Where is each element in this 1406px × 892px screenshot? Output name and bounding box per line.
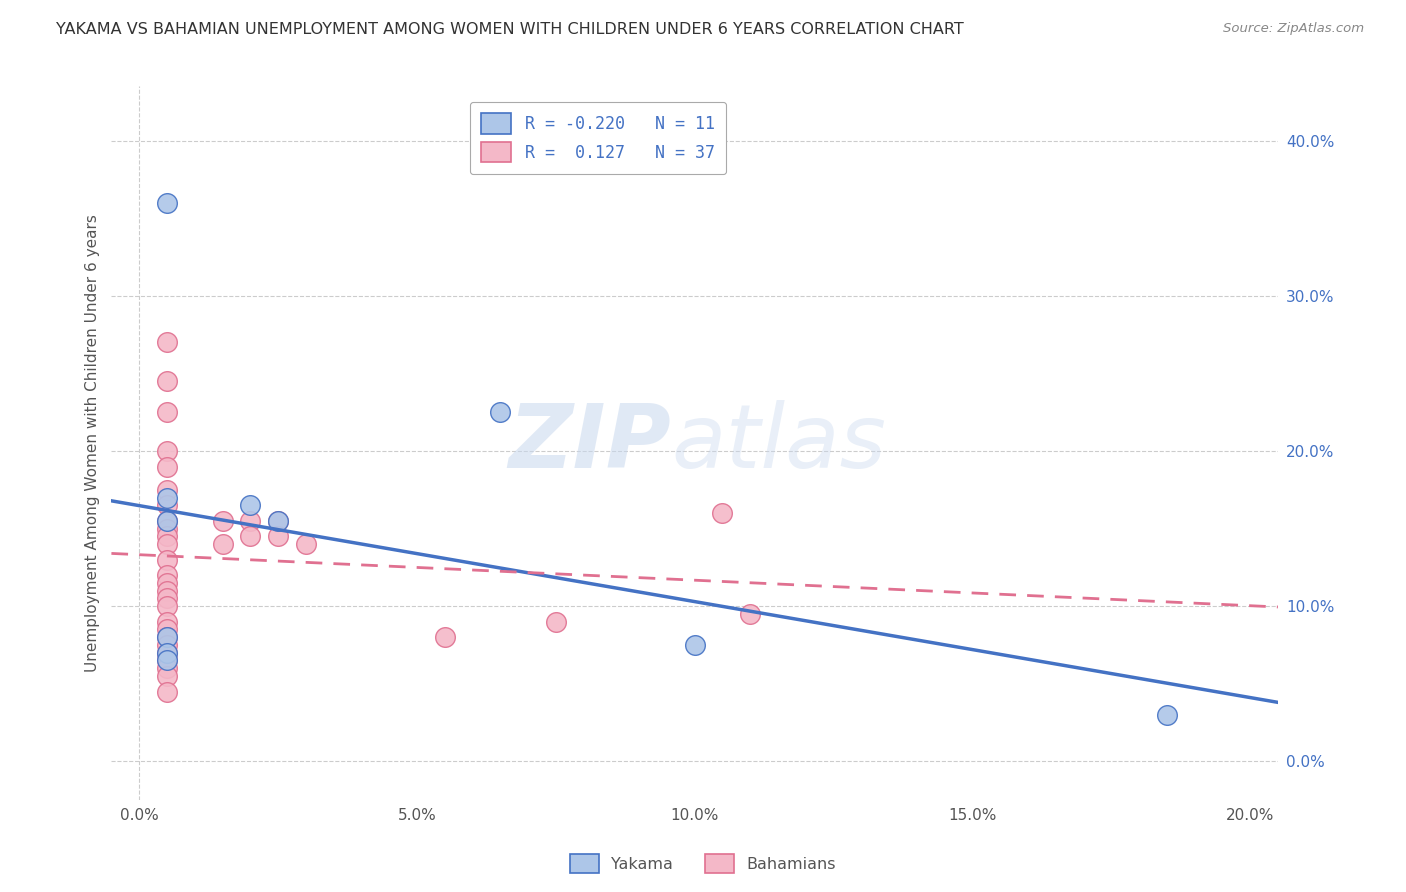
Point <box>156 483 179 497</box>
Point <box>156 195 179 210</box>
Point <box>156 630 179 644</box>
Point <box>156 630 179 644</box>
Point <box>156 568 179 582</box>
Text: YAKAMA VS BAHAMIAN UNEMPLOYMENT AMONG WOMEN WITH CHILDREN UNDER 6 YEARS CORRELAT: YAKAMA VS BAHAMIAN UNEMPLOYMENT AMONG WO… <box>56 22 965 37</box>
Point <box>156 405 179 419</box>
Point <box>156 653 179 667</box>
Point <box>156 575 179 590</box>
Point <box>156 522 179 536</box>
Point <box>267 529 290 543</box>
Point <box>156 669 179 683</box>
Point <box>156 529 179 543</box>
Point <box>211 537 233 551</box>
Point <box>156 491 179 505</box>
Point <box>156 583 179 598</box>
Y-axis label: Unemployment Among Women with Children Under 6 years: Unemployment Among Women with Children U… <box>86 214 100 673</box>
Point <box>267 514 290 528</box>
Point <box>239 499 262 513</box>
Text: ZIP: ZIP <box>509 400 671 487</box>
Text: Source: ZipAtlas.com: Source: ZipAtlas.com <box>1223 22 1364 36</box>
Point <box>239 514 262 528</box>
Point <box>156 599 179 614</box>
Point <box>156 646 179 660</box>
Point <box>156 514 179 528</box>
Point <box>156 653 179 667</box>
Point <box>211 514 233 528</box>
Legend: Yakama, Bahamians: Yakama, Bahamians <box>564 847 842 880</box>
Point <box>740 607 762 621</box>
Point <box>683 638 706 652</box>
Point <box>711 506 734 520</box>
Point <box>489 405 512 419</box>
Point <box>156 552 179 566</box>
Point <box>156 444 179 458</box>
Point <box>156 335 179 350</box>
Point <box>156 374 179 388</box>
Text: atlas: atlas <box>671 401 886 486</box>
Point <box>156 646 179 660</box>
Point <box>156 684 179 698</box>
Point <box>156 623 179 637</box>
Point <box>156 499 179 513</box>
Point <box>267 514 290 528</box>
Point <box>295 537 318 551</box>
Point <box>156 638 179 652</box>
Point <box>239 529 262 543</box>
Point <box>156 537 179 551</box>
Point <box>156 615 179 629</box>
Point <box>156 591 179 606</box>
Point <box>156 661 179 675</box>
Legend: R = -0.220   N = 11, R =  0.127   N = 37: R = -0.220 N = 11, R = 0.127 N = 37 <box>470 102 727 174</box>
Point <box>1156 707 1178 722</box>
Point <box>544 615 567 629</box>
Point <box>156 459 179 474</box>
Point <box>433 630 456 644</box>
Point <box>156 514 179 528</box>
